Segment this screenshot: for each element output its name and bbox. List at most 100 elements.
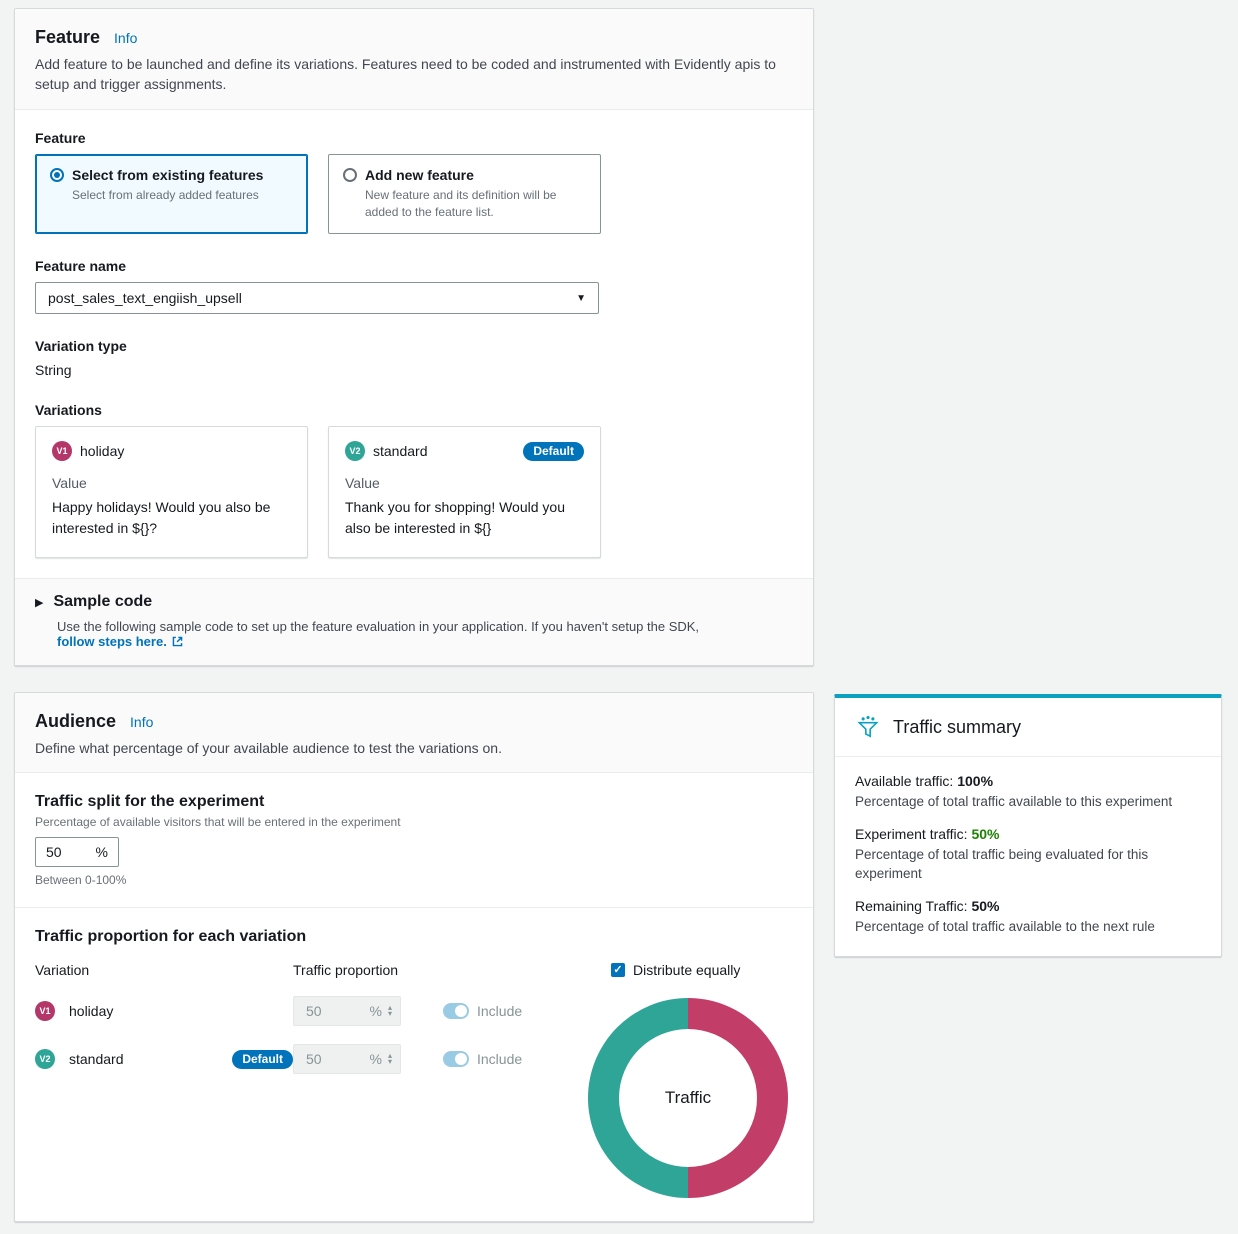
proportion-value-input [306, 1003, 366, 1020]
traffic-proportion-title: Traffic proportion for each variation [35, 928, 307, 946]
summary-label: Available traffic: [855, 773, 958, 789]
variation-value-label: Value [345, 475, 380, 492]
default-badge: Default [523, 441, 584, 461]
sample-code-section: ▶ Sample code Use the following sample c… [15, 578, 813, 666]
include-toggle [443, 1051, 469, 1068]
include-label: Include [477, 1051, 523, 1068]
follow-steps-link[interactable]: follow steps here. [57, 634, 184, 649]
audience-panel-header: Audience Info Define what percentage of … [15, 693, 813, 774]
proportion-input-standard: % ▴▾ [293, 1044, 401, 1075]
variation-card-standard: V2 standard Default Value Thank you for … [328, 426, 601, 559]
summary-description: Percentage of total traffic available to… [855, 918, 1155, 934]
variation-v2-badge-icon: V2 [35, 1049, 55, 1070]
radio-selected-icon[interactable] [50, 167, 64, 182]
traffic-donut-chart: Traffic [588, 998, 788, 1199]
summary-item-experiment: Experiment traffic: 50% Percentage of to… [855, 826, 1201, 884]
feature-name-label: Feature name [35, 258, 127, 275]
tile-existing-label: Select from existing features [72, 166, 264, 183]
traffic-split-input[interactable]: % [35, 837, 119, 868]
tile-add-new-feature[interactable]: Add new feature New feature and its defi… [328, 153, 601, 235]
stepper-icon: ▴ ▾ [387, 1002, 392, 1019]
variation-value-text: Thank you for shopping! Would you also b… [345, 499, 565, 537]
feature-panel-body: Feature Select from existing features Se… [15, 110, 813, 579]
feature-panel: Feature Info Add feature to be launched … [14, 8, 814, 667]
variation-value-label: Value [52, 475, 87, 492]
audience-info-link[interactable]: Info [130, 714, 154, 730]
variations-label: Variations [35, 402, 102, 419]
sample-code-title: Sample code [53, 593, 153, 611]
traffic-summary-title: Traffic summary [893, 716, 1022, 737]
funnel-icon [857, 715, 879, 738]
checkmark-icon: ✓ [613, 964, 623, 977]
summary-label: Remaining Traffic: [855, 897, 972, 914]
variation-column-header: Variation [35, 962, 90, 979]
external-link-icon [172, 637, 183, 647]
tile-select-existing-feature[interactable]: Select from existing features Select fro… [35, 153, 308, 235]
include-cell-holiday: Include [443, 1003, 583, 1020]
summary-value: 50% [971, 897, 1000, 914]
proportion-value-input [306, 1051, 366, 1068]
variation-type-label: Variation type [35, 338, 127, 355]
table-row-variation-holiday: V1 holiday [35, 1001, 293, 1022]
traffic-split-description: Percentage of available visitors that wi… [35, 815, 401, 830]
summary-label: Experiment traffic: [855, 825, 972, 842]
tile-new-label: Add new feature [365, 166, 474, 183]
tile-new-description: New feature and its definition will be a… [365, 187, 557, 219]
feature-name-select[interactable]: post_sales_text_engiish_upsell ▼ [35, 282, 599, 315]
summary-value: 50% [971, 825, 1000, 842]
proportion-unit: % [369, 1051, 382, 1068]
traffic-summary-header: Traffic summary [835, 698, 1221, 757]
feature-field-label: Feature [35, 129, 86, 146]
distribute-equally-control[interactable]: ✓ Distribute equally [611, 962, 793, 978]
chevron-down-icon: ▼ [576, 292, 586, 304]
tile-existing-description: Select from already added features [72, 187, 259, 202]
variation-v2-badge-icon: V2 [345, 441, 365, 462]
variation-name: holiday [80, 443, 125, 460]
stepper-icon: ▴ ▾ [387, 1050, 392, 1067]
audience-panel-title: Audience [35, 711, 117, 731]
summary-description: Percentage of total traffic available to… [855, 794, 1173, 809]
radio-unselected-icon[interactable] [343, 167, 357, 182]
audience-panel: Audience Info Define what percentage of … [14, 692, 814, 1222]
sample-code-description: Use the following sample code to set up … [57, 619, 700, 635]
variation-v1-badge-icon: V1 [35, 1001, 55, 1022]
sample-code-expander[interactable]: ▶ Sample code [35, 593, 793, 611]
variation-v1-badge-icon: V1 [52, 441, 72, 462]
feature-source-tiles: Select from existing features Select fro… [35, 153, 793, 235]
variation-type-value: String [35, 362, 72, 379]
distribute-equally-label: Distribute equally [633, 962, 741, 979]
follow-steps-link-label: follow steps here. [57, 634, 167, 650]
feature-name-selected-value: post_sales_text_engiish_upsell [48, 290, 242, 307]
table-row-variation-standard: V2 standard Default [35, 1049, 293, 1070]
variation-card-holiday: V1 holiday Value Happy holidays! Would y… [35, 426, 308, 559]
summary-description: Percentage of total traffic being evalua… [855, 846, 1149, 882]
summary-item-available: Available traffic: 100% Percentage of to… [855, 773, 1201, 812]
traffic-proportion-area: Variation Traffic proportion V1 holiday … [35, 962, 793, 1199]
audience-panel-body: Traffic split for the experiment Percent… [15, 773, 813, 1218]
feature-panel-header: Feature Info Add feature to be launched … [15, 9, 813, 110]
feature-panel-title: Feature [35, 27, 101, 47]
traffic-proportion-table: Variation Traffic proportion V1 holiday … [35, 962, 583, 1075]
divider [15, 907, 813, 909]
traffic-summary-body: Available traffic: 100% Percentage of to… [835, 757, 1221, 956]
variation-value-text: Happy holidays! Would you also be intere… [52, 499, 271, 537]
row-variation-name: holiday [69, 1003, 114, 1020]
distribute-equally-checkbox[interactable]: ✓ [611, 963, 625, 978]
traffic-summary-panel: Traffic summary Available traffic: 100% … [834, 694, 1222, 958]
include-label: Include [477, 1003, 523, 1020]
feature-info-link[interactable]: Info [114, 30, 138, 46]
default-badge: Default [232, 1049, 293, 1069]
variation-cards: V1 holiday Value Happy holidays! Would y… [35, 426, 793, 559]
expand-arrow-icon: ▶ [35, 596, 44, 609]
proportion-input-holiday: % ▴▾ [293, 996, 401, 1027]
include-toggle [443, 1003, 469, 1020]
audience-panel-description: Define what percentage of your available… [35, 740, 502, 756]
proportion-column-header: Traffic proportion [293, 962, 399, 979]
variation-name: standard [373, 443, 428, 460]
feature-panel-description: Add feature to be launched and define it… [35, 56, 776, 93]
donut-center-label: Traffic [664, 1088, 712, 1108]
traffic-split-value-input[interactable] [46, 844, 90, 861]
summary-value: 100% [957, 773, 994, 789]
proportion-unit: % [369, 1003, 382, 1020]
traffic-split-constraint: Between 0-100% [35, 873, 127, 888]
